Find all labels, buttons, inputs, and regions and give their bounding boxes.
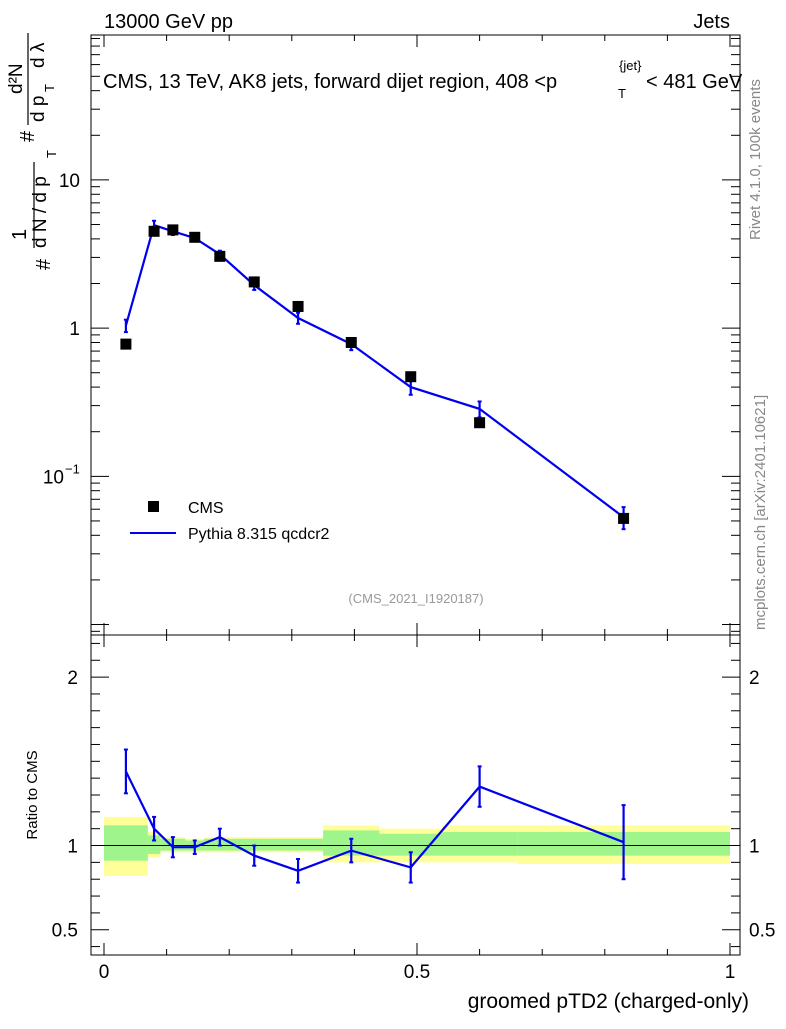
cms-data-point	[345, 336, 357, 348]
ratio-y-tick-label-left: 2	[67, 668, 78, 689]
cms-data-point	[120, 338, 132, 350]
band-inner-bin	[147, 835, 161, 854]
x-tick-label: 0.5	[404, 962, 430, 983]
band-inner-bin	[442, 832, 518, 856]
cms-data-point	[214, 250, 226, 262]
cms-data-point	[189, 231, 201, 243]
legend-cms-label: CMS	[188, 500, 224, 517]
chart-title: CMS, 13 TeV, AK8 jets, forward dijet reg…	[103, 71, 557, 93]
main-y-tick-label: 10	[43, 467, 64, 488]
band-inner-bin	[104, 825, 148, 861]
pythia-line	[124, 223, 625, 519]
x-tick-label: 0	[99, 962, 110, 983]
cms-data-point	[148, 225, 160, 237]
ratio-panel-frame	[90, 634, 741, 956]
ratio-y-tick-label-left: 0.5	[52, 921, 78, 942]
main-y-tick-exponent: −1	[65, 461, 80, 476]
cms-data-point	[248, 276, 260, 288]
cms-data-point	[405, 371, 417, 383]
title-superscript: {jet}	[619, 58, 642, 73]
ratio-y-tick-label-right: 1	[749, 837, 760, 858]
ylabel-hash1: #	[33, 258, 55, 270]
mcplots-source-text: mcplots.cern.ch [arXiv:2401.10621]	[752, 395, 769, 630]
title-subscript: T	[618, 86, 626, 101]
header-right: Jets	[693, 11, 730, 33]
header-left: 13000 GeV pp	[104, 11, 233, 33]
data-series	[120, 219, 630, 884]
title-text: CMS, 13 TeV, AK8 jets, forward dijet reg…	[103, 71, 557, 93]
main-y-tick-label: 10	[59, 171, 80, 192]
legend-pythia-label: Pythia 8.315 qcdcr2	[188, 526, 330, 543]
ratio-y-tick-label-right: 2	[749, 668, 760, 689]
main-y-tick-label: 1	[69, 319, 80, 340]
cms-data-point	[618, 512, 630, 524]
band-inner-bin	[273, 838, 324, 851]
main-panel-frame	[90, 34, 741, 636]
ylabel-t1: T	[44, 150, 59, 158]
cms-data-point	[474, 417, 486, 429]
main-y-label: # 1 d N / d p T # d²N d p T d λ	[6, 33, 59, 270]
ylabel-dn: d N / d p	[30, 176, 51, 248]
cms-data-point	[292, 300, 304, 312]
ylabel-dp: d p	[28, 96, 49, 122]
ylabel-d2n: d²N	[6, 63, 27, 94]
ratio-y-label: Ratio to CMS	[24, 750, 41, 839]
ratio-y-tick-label-right: 0.5	[749, 921, 775, 942]
x-tick-label: 1	[725, 962, 736, 983]
x-axis-label: groomed pTD2 (charged-only)	[468, 990, 749, 1013]
ylabel-one: 1	[9, 229, 31, 240]
ylabel-t2: T	[42, 84, 57, 92]
analysis-watermark: (CMS_2021_I1920187)	[348, 591, 483, 606]
rivet-version-text: Rivet 4.1.0, 100k events	[747, 79, 764, 240]
ylabel-hash2: #	[17, 130, 39, 142]
legend-cms-marker	[148, 501, 159, 512]
cms-data-point	[167, 224, 179, 236]
ylabel-dl: d λ	[28, 42, 49, 68]
ratio-y-tick-label-left: 1	[67, 837, 78, 858]
title-end: < 481 GeV	[646, 71, 743, 93]
